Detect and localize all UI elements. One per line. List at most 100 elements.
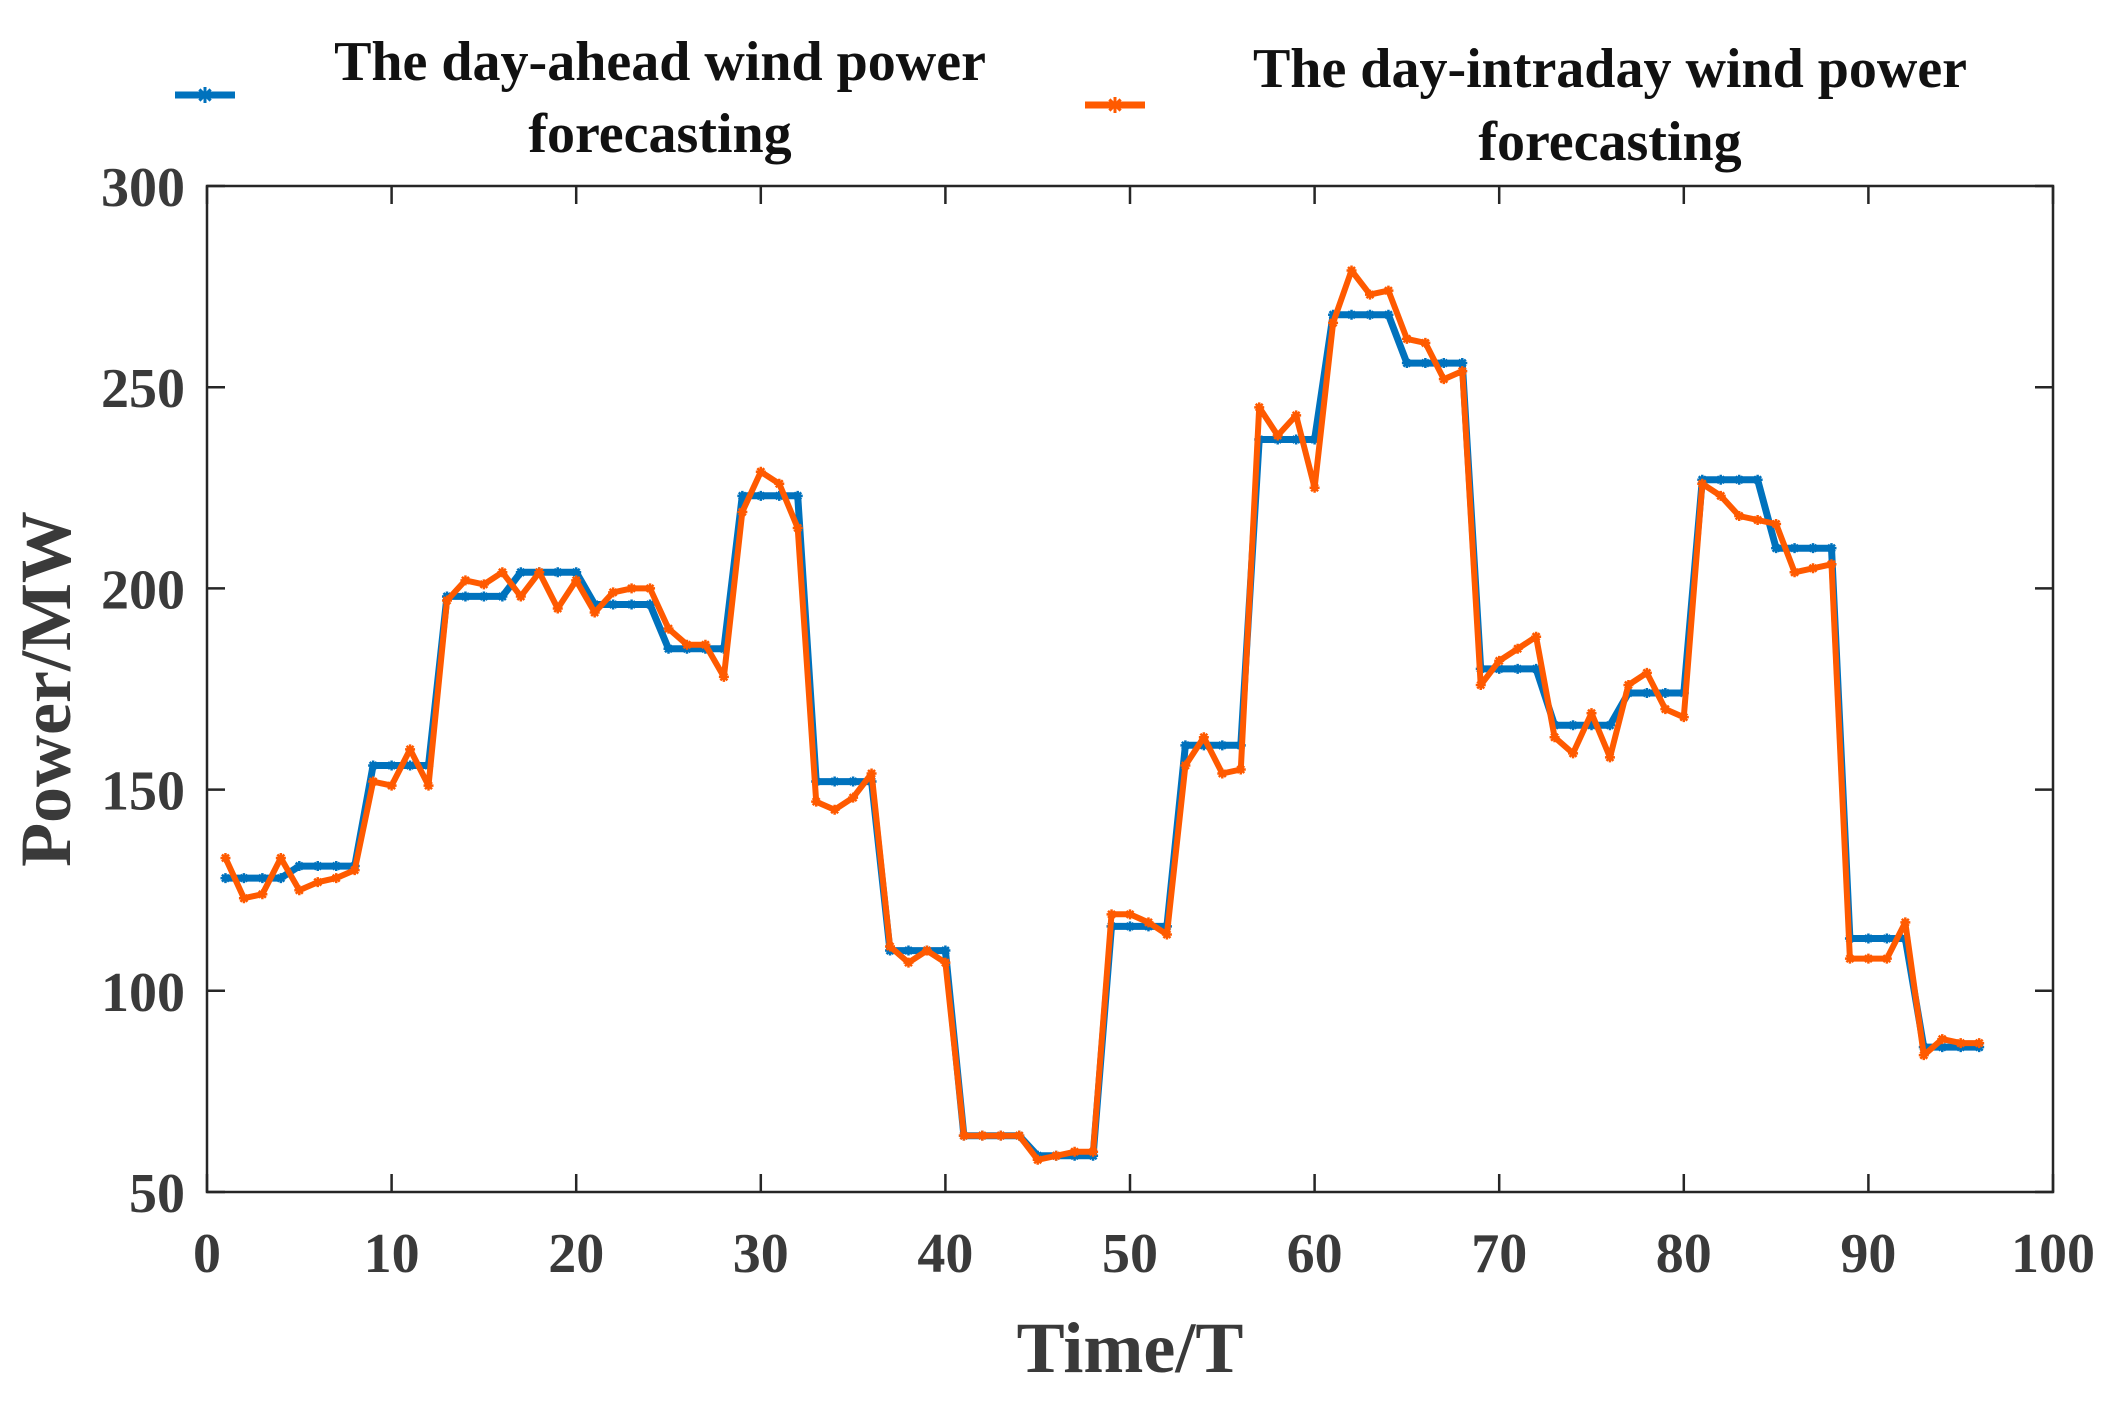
- data-point: [626, 599, 637, 610]
- data-point: [1604, 752, 1615, 763]
- data-point: [478, 579, 489, 590]
- data-point: [1217, 740, 1228, 751]
- data-point: [331, 873, 342, 884]
- x-tick-label: 60: [1287, 1223, 1343, 1285]
- data-point: [755, 490, 766, 501]
- data-point: [829, 776, 840, 787]
- legend-label-day-intraday-line2: forecasting: [1478, 111, 1741, 173]
- data-point: [589, 607, 600, 618]
- data-point: [1254, 402, 1265, 413]
- data-point: [1125, 909, 1135, 920]
- data-point: [608, 599, 619, 610]
- data-point: [1143, 917, 1154, 928]
- data-point: [1881, 933, 1892, 944]
- data-point: [903, 945, 914, 956]
- data-point: [1881, 953, 1892, 964]
- data-point: [1715, 490, 1726, 501]
- data-point: [1198, 732, 1209, 743]
- data-point: [257, 889, 268, 900]
- data-point: [257, 873, 268, 884]
- data-point: [1752, 474, 1763, 485]
- data-point: [1475, 679, 1486, 690]
- data-point: [1512, 643, 1523, 654]
- data-point: [1180, 760, 1191, 771]
- data-point: [681, 639, 692, 650]
- y-axis-label: Power/MW: [6, 511, 86, 867]
- data-point: [423, 780, 434, 791]
- plot-area: [220, 265, 1985, 1165]
- legend-marker-day-intraday: [1107, 97, 1123, 113]
- y-tick-label: 250: [101, 358, 185, 420]
- data-point: [1937, 1034, 1948, 1045]
- data-point: [1364, 309, 1375, 320]
- data-point: [1088, 1146, 1099, 1157]
- data-point: [1586, 708, 1597, 719]
- data-point: [718, 643, 729, 654]
- data-point: [386, 780, 397, 791]
- data-point: [1420, 358, 1431, 369]
- data-point: [1364, 289, 1375, 300]
- x-tick-label: 30: [733, 1223, 789, 1285]
- data-point: [1641, 688, 1652, 699]
- data-point: [1623, 679, 1634, 690]
- data-point: [700, 639, 711, 650]
- data-point: [958, 1130, 969, 1141]
- data-point: [405, 760, 416, 771]
- x-tick-label: 20: [548, 1223, 604, 1285]
- data-point: [1549, 732, 1560, 743]
- data-point: [534, 567, 545, 578]
- data-point: [1660, 688, 1671, 699]
- data-point: [1752, 514, 1763, 525]
- legend-label-day-ahead-line1: The day-ahead wind power: [334, 31, 986, 93]
- x-tick-label: 100: [2011, 1223, 2095, 1285]
- x-tick-label: 10: [364, 1223, 420, 1285]
- data-point: [829, 804, 840, 815]
- data-point: [571, 575, 582, 586]
- data-point: [405, 744, 416, 755]
- data-point: [903, 957, 914, 968]
- data-point: [848, 792, 859, 803]
- data-point: [312, 861, 323, 872]
- data-point: [460, 575, 471, 586]
- data-point: [718, 671, 729, 682]
- data-point: [368, 760, 379, 771]
- data-point: [921, 945, 932, 956]
- data-point: [885, 941, 896, 952]
- data-point: [1586, 720, 1597, 731]
- data-point: [220, 853, 231, 864]
- data-point: [589, 599, 600, 610]
- axes: 0 10 20 30 40 50 60 70 80 90 100 50 100 150 200 250 300 T…: [6, 157, 2095, 1388]
- data-point: [1918, 1050, 1929, 1061]
- data-point: [497, 567, 508, 578]
- data-point: [1161, 929, 1172, 940]
- data-point: [1660, 704, 1671, 715]
- data-point: [1051, 1150, 1062, 1161]
- x-axis-label: Time/T: [1017, 1308, 1244, 1388]
- data-point: [1346, 265, 1357, 276]
- data-point: [1789, 543, 1800, 554]
- legend-marker-day-ahead: [197, 87, 213, 103]
- data-point: [441, 595, 452, 606]
- data-point: [1937, 1042, 1948, 1053]
- x-tick-label: 80: [1656, 1223, 1712, 1285]
- data-point: [1401, 358, 1412, 369]
- data-point: [977, 1130, 988, 1141]
- data-point: [1512, 663, 1523, 674]
- data-point: [368, 776, 379, 787]
- data-point: [1383, 285, 1394, 296]
- y-tick-label: 100: [101, 962, 185, 1024]
- data-point: [1014, 1130, 1025, 1141]
- x-tick-label: 90: [1840, 1223, 1896, 1285]
- data-point: [1844, 953, 1855, 964]
- data-point: [312, 877, 323, 888]
- data-point: [1438, 374, 1449, 385]
- data-point: [1974, 1038, 1985, 1049]
- data-point: [1198, 740, 1209, 751]
- data-point: [1826, 559, 1837, 570]
- data-point: [220, 873, 231, 884]
- x-tick-label: 70: [1471, 1223, 1527, 1285]
- data-point: [1771, 519, 1782, 530]
- series-line-day-intraday: [222, 267, 1983, 1163]
- y-tick-label: 150: [101, 761, 185, 823]
- data-point: [1125, 921, 1135, 932]
